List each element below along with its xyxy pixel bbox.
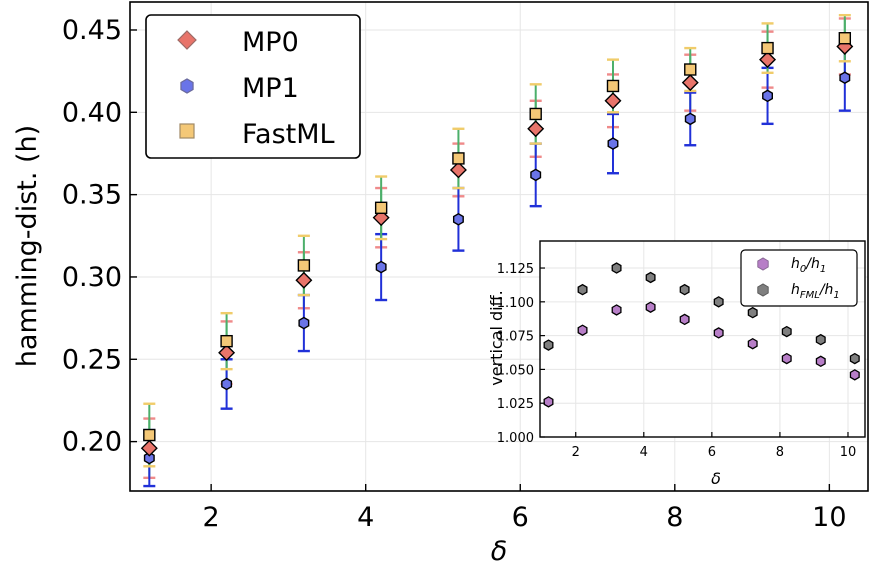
point-mp0	[527, 120, 545, 138]
point-h0-h1	[577, 324, 588, 336]
point-h0-h1	[645, 301, 656, 313]
point-hfml-h1	[679, 283, 690, 296]
inset-points	[543, 262, 860, 408]
main-x-tick-label: 2	[203, 502, 220, 533]
point-mp1	[143, 451, 155, 465]
main-x-tick-label: 10	[812, 502, 846, 533]
inset-legend-label-hfml: hFML/h1	[791, 282, 840, 301]
point-fastml	[374, 201, 388, 215]
main-axes-frame	[129, 1, 869, 492]
point-mp1	[762, 89, 773, 103]
point-mp1	[607, 137, 619, 150]
inset-y-tick-label: 1.000	[497, 431, 534, 446]
inset-ticks: 2 4 6 8 10 1.000 1.025 1.050 1.075 1.100 1.125	[497, 262, 856, 460]
point-mp1	[375, 260, 387, 274]
point-h0-h1	[679, 313, 690, 326]
point-h0-h1	[781, 352, 792, 365]
point-mp0	[140, 439, 158, 457]
point-mp0	[449, 161, 467, 179]
legend-marker-fastml	[179, 123, 195, 139]
inset-legend: h0/h1 hFML/h1	[740, 249, 858, 307]
point-hfml-h1	[747, 306, 758, 319]
point-mp1	[452, 213, 464, 226]
main-y-tick-label: 0.25	[62, 344, 122, 375]
point-hfml-h1	[645, 271, 656, 284]
legend-label-mp0: MP0	[242, 27, 299, 58]
point-hfml-h1	[543, 339, 554, 351]
inset-x-tick-label: 10	[840, 445, 857, 460]
point-fastml	[143, 428, 156, 442]
point-hfml-h1	[849, 352, 860, 365]
point-h0-h1	[747, 337, 758, 350]
main-legend: MP0 MP1 FastML	[145, 14, 361, 159]
point-mp1	[684, 112, 696, 126]
inset-x-tick-label: 6	[708, 445, 716, 460]
point-mp0	[759, 51, 777, 69]
point-h0-h1	[713, 327, 724, 339]
inset-legend-marker-hfml	[757, 283, 769, 297]
point-fastml	[838, 32, 852, 45]
main-legend-markers	[177, 30, 197, 139]
inset-legend-box	[740, 249, 858, 307]
point-mp0	[218, 344, 236, 362]
main-legend-box	[145, 14, 361, 159]
point-hfml-h1	[781, 325, 792, 338]
main-points	[140, 32, 854, 465]
main-y-tick-label: 0.35	[62, 180, 122, 211]
main-xlabel: δ	[491, 536, 508, 565]
point-fastml	[529, 107, 542, 121]
point-mp1	[221, 377, 233, 391]
main-y-tick-label: 0.30	[62, 262, 122, 293]
point-mp1	[839, 71, 851, 85]
point-mp1	[530, 168, 542, 182]
main-x-tick-label: 4	[357, 502, 374, 533]
point-fastml	[761, 41, 774, 55]
main-y-tick-label: 0.20	[62, 427, 122, 458]
inset-legend-marker-h0	[757, 257, 769, 271]
main-x-tick-label: 8	[666, 502, 683, 533]
inset-y-tick-label: 1.025	[497, 397, 534, 412]
inset-y-tick-label: 1.050	[497, 363, 534, 378]
point-h0-h1	[815, 355, 826, 368]
point-hfml-h1	[611, 262, 622, 274]
inset-ylabel: vertical diff.	[487, 290, 506, 385]
point-h0-h1	[849, 369, 860, 381]
point-fastml	[297, 259, 311, 272]
inset-xlabel: δ	[711, 469, 721, 488]
main-x-tick-label: 6	[512, 502, 529, 533]
point-mp0	[681, 74, 699, 92]
inset-y-tick-label: 1.075	[497, 330, 534, 345]
point-mp0	[295, 271, 313, 289]
point-h0-h1	[543, 396, 554, 408]
point-fastml	[452, 152, 465, 165]
legend-marker-mp0	[177, 30, 197, 50]
point-mp0	[604, 92, 622, 110]
main-y-tick-label: 0.40	[62, 97, 122, 128]
main-ylabel: hamming-dist. (h)	[12, 125, 43, 367]
point-hfml-h1	[815, 333, 826, 346]
main-y-tick-label: 0.45	[62, 15, 122, 46]
legend-label-mp1: MP1	[242, 73, 299, 104]
main-ticks: 2 4 6 8 10 0.20 0.25 0.30 0.35 0.40 0.45	[62, 15, 847, 533]
legend-marker-mp1	[180, 78, 194, 94]
inset-y-tick-label: 1.125	[497, 262, 534, 277]
inset-axes-frame	[539, 240, 866, 438]
point-hfml-h1	[577, 283, 588, 296]
point-hfml-h1	[713, 296, 724, 308]
inset-x-tick-label: 2	[572, 445, 580, 460]
inset-x-tick-label: 4	[640, 445, 648, 460]
inset-legend-label-h0: h0/h1	[791, 256, 826, 275]
point-mp1	[298, 316, 310, 330]
point-fastml	[606, 79, 620, 93]
inset-x-tick-label: 8	[776, 445, 784, 460]
legend-label-fastml: FastML	[242, 119, 335, 150]
point-fastml	[220, 334, 233, 348]
point-fastml	[684, 63, 697, 76]
point-h0-h1	[611, 304, 622, 316]
inset-y-tick-label: 1.100	[497, 296, 534, 311]
inset-legend-markers	[757, 257, 769, 297]
